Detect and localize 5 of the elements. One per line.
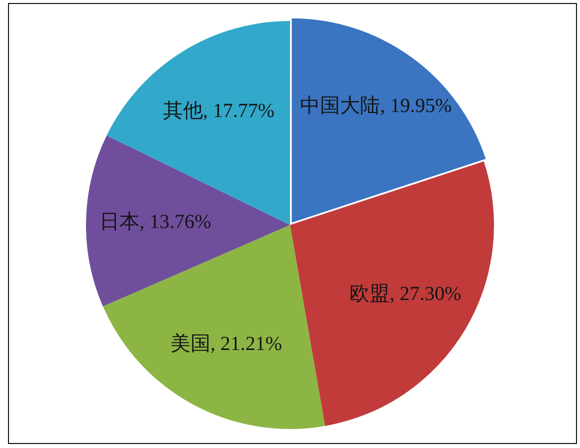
slice-label: 中国大陆, 19.95%	[300, 94, 452, 120]
slice-label: 其他, 17.77%	[162, 98, 275, 124]
slice-label: 美国, 21.21%	[170, 332, 282, 357]
slice-label: 日本, 13.76%	[100, 210, 212, 236]
slice-label: 欧盟, 27.30%	[350, 282, 462, 308]
